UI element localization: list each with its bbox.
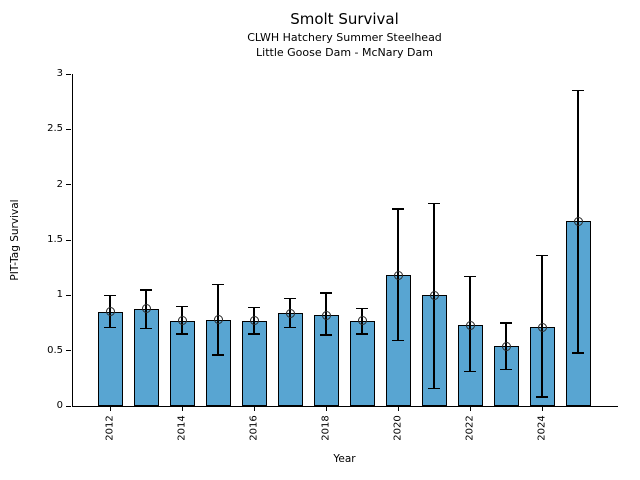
data-marker-2014	[177, 316, 187, 326]
x-tick	[397, 406, 399, 411]
x-tick-label-text: 2014	[176, 415, 188, 441]
y-tick	[66, 128, 71, 130]
data-marker-2023	[501, 341, 511, 351]
error-cap-high-2021	[428, 202, 440, 205]
y-tick	[66, 350, 71, 352]
bar-2019	[349, 320, 375, 406]
error-cap-low-2013	[140, 327, 152, 330]
error-cap-low-2022	[464, 370, 476, 373]
error-cap-high-2012	[104, 294, 116, 297]
error-cap-high-2014	[176, 305, 188, 308]
error-cap-low-2018	[320, 334, 332, 336]
chart-subtitle-line1: CLWH Hatchery Summer Steelhead	[247, 31, 442, 44]
error-cap-high-2016	[248, 306, 260, 309]
error-cap-high-2019	[356, 307, 368, 310]
data-marker-2024	[537, 322, 547, 332]
data-marker-2021	[429, 290, 439, 300]
x-tick	[541, 406, 543, 411]
bar-2018	[313, 315, 339, 406]
error-cap-low-2019	[356, 333, 368, 335]
y-tick-label: 1	[56, 289, 63, 301]
error-cap-high-2020	[392, 208, 404, 210]
error-cap-low-2012	[104, 326, 116, 329]
bar-2016	[241, 320, 267, 406]
error-cap-low-2021	[428, 387, 440, 390]
data-marker-2019	[357, 316, 367, 326]
data-marker-2018	[321, 310, 331, 320]
chart-title: Smolt Survival	[290, 10, 399, 28]
x-tick	[253, 406, 255, 411]
x-tick-label-text: 2018	[320, 415, 332, 441]
x-tick	[109, 406, 111, 411]
error-cap-high-2018	[320, 292, 332, 294]
x-tick	[469, 406, 471, 411]
chart-subtitle-line2: Little Goose Dam - McNary Dam	[256, 46, 433, 59]
error-cap-high-2013	[140, 289, 152, 291]
x-tick-label-text: 2020	[392, 415, 404, 441]
x-tick-label-text: 2022	[464, 415, 476, 441]
data-marker-2025	[573, 216, 583, 226]
y-tick	[66, 73, 71, 75]
error-cap-high-2024	[536, 254, 548, 257]
y-tick	[66, 184, 71, 186]
error-cap-high-2025	[572, 89, 584, 92]
error-cap-low-2023	[500, 368, 512, 371]
error-cap-low-2025	[572, 352, 584, 354]
y-tick	[66, 239, 71, 241]
error-cap-low-2024	[536, 396, 548, 398]
plot-area	[72, 74, 618, 407]
error-cap-high-2015	[212, 283, 224, 286]
x-tick	[181, 406, 183, 411]
data-marker-2012	[105, 307, 115, 317]
y-tick	[66, 405, 71, 407]
y-tick-label: 1.5	[47, 234, 63, 245]
error-cap-high-2023	[500, 322, 512, 324]
error-cap-low-2014	[176, 333, 188, 335]
error-cap-low-2017	[284, 326, 296, 329]
y-tick-label: 2.5	[47, 123, 63, 135]
error-cap-low-2015	[212, 354, 224, 356]
y-tick-label: 0	[56, 400, 63, 411]
error-cap-low-2020	[392, 339, 404, 342]
error-cap-high-2017	[284, 297, 296, 300]
x-tick	[325, 406, 327, 411]
bar-2014	[169, 320, 195, 406]
error-cap-high-2022	[464, 275, 476, 278]
x-tick-label-text: 2024	[536, 415, 548, 441]
data-marker-2013	[141, 304, 151, 314]
y-tick-label: 0.5	[47, 344, 63, 356]
data-marker-2015	[213, 315, 223, 325]
data-marker-2020	[393, 270, 403, 280]
x-tick-label-text: 2016	[248, 415, 260, 441]
y-tick	[66, 294, 71, 296]
error-cap-low-2016	[248, 333, 260, 335]
data-marker-2022	[465, 320, 475, 330]
data-marker-2016	[249, 316, 259, 326]
bar-2017	[277, 313, 303, 406]
bar-2023	[493, 346, 519, 406]
x-tick-label-text: 2012	[104, 415, 116, 441]
y-tick-label: 2	[56, 178, 63, 190]
x-axis-label: Year	[333, 453, 356, 465]
data-marker-2017	[285, 308, 295, 318]
y-tick-label: 3	[56, 68, 63, 79]
